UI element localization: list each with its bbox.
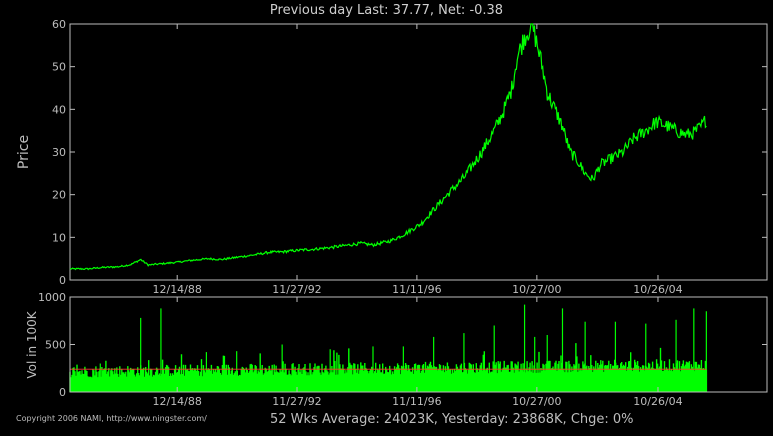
price-ytick-label: 10 xyxy=(52,231,66,244)
volume-xtick-label: 10/27/00 xyxy=(512,395,561,408)
volume-ytick-label: 1000 xyxy=(38,291,66,304)
volume-axis-label: Vol in 100K xyxy=(25,311,39,379)
volume-xtick-label: 11/11/96 xyxy=(392,395,441,408)
price-xtick-label: 11/27/92 xyxy=(272,283,321,296)
price-ytick-label: 50 xyxy=(52,61,66,74)
price-ytick-label: 60 xyxy=(52,18,66,31)
volume-panel: 0 500 1000 12/14/88 11/27/92 11/11/96 10/27/00… xyxy=(38,291,768,408)
price-ytick-label: 40 xyxy=(52,103,66,116)
volume-summary: 52 Wks Average: 24023K, Yesterday: 23868… xyxy=(270,412,634,427)
volume-ytick-label: 0 xyxy=(59,386,66,399)
price-axis-label: Price xyxy=(16,134,32,170)
volume-xtick-label: 10/26/04 xyxy=(633,395,682,408)
volume-xtick-label: 11/27/92 xyxy=(272,395,321,408)
price-ytick-label: 30 xyxy=(52,146,66,159)
chart-title: Previous day Last: 37.77, Net: -0.38 xyxy=(269,3,504,18)
price-ytick-label: 0 xyxy=(59,274,66,287)
price-ytick-label: 20 xyxy=(52,189,66,202)
price-xtick-label: 11/11/96 xyxy=(392,283,441,296)
volume-xtick-label: 12/14/88 xyxy=(152,395,201,408)
price-series-line xyxy=(69,23,707,271)
price-panel: 0 10 20 30 40 50 60 12/14/88 11/27/92 11/11/96 10/… xyxy=(52,18,768,296)
copyright-text: Copyright 2006 NAMI, http://www.ningster… xyxy=(16,414,207,423)
price-plot-frame xyxy=(69,23,768,281)
volume-bars xyxy=(69,343,708,392)
price-xtick-label: 10/27/00 xyxy=(512,283,561,296)
price-xtick-label: 10/26/04 xyxy=(633,283,682,296)
price-xtick-label: 12/14/88 xyxy=(152,283,201,296)
volume-ytick-label: 500 xyxy=(45,339,66,352)
